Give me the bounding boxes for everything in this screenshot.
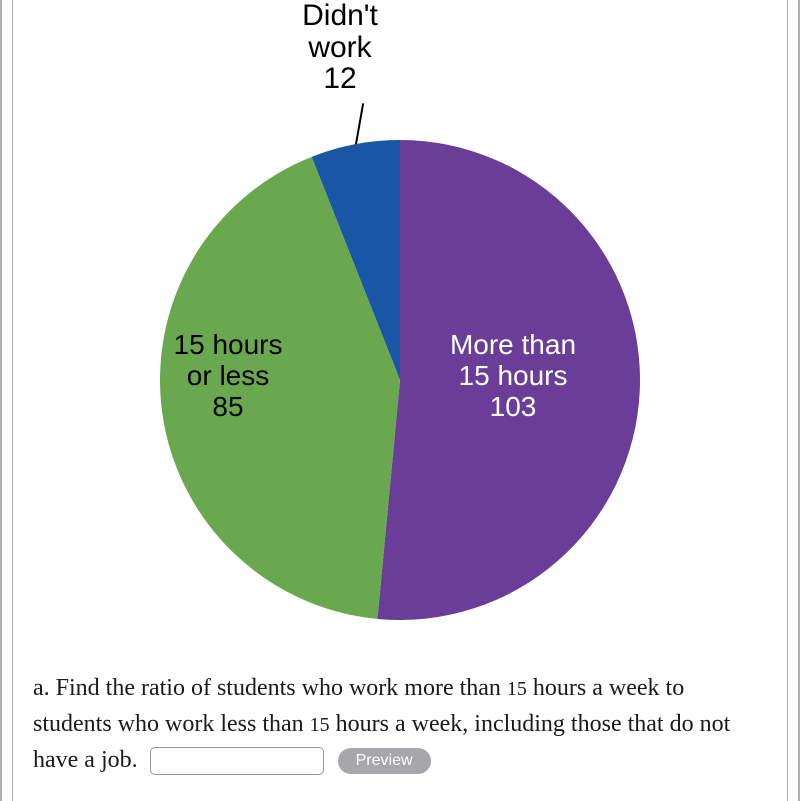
outer-frame: Didn't work 12 More than 15 hours 103 15…	[0, 0, 800, 801]
q-number: 15	[507, 678, 527, 700]
question-text: a. Find the ratio of students who work m…	[33, 670, 767, 778]
label-value: 103	[413, 392, 613, 423]
preview-button[interactable]: Preview	[338, 748, 431, 774]
q-number: 15	[310, 714, 330, 736]
answer-row: Preview	[144, 747, 431, 773]
inner-frame: Didn't work 12 More than 15 hours 103 15…	[12, 0, 788, 801]
answer-input[interactable]	[150, 747, 324, 775]
label-value: 12	[260, 63, 420, 95]
label-value: 85	[143, 392, 313, 423]
label-text: Didn't	[260, 0, 420, 32]
slice-label-15-or-less: 15 hours or less 85	[143, 330, 313, 422]
slice-label-didnt-work: Didn't work 12	[260, 0, 420, 95]
label-text: 15 hours	[413, 361, 613, 392]
q-text: a. Find the ratio of students who work m…	[33, 675, 507, 701]
label-text: or less	[143, 361, 313, 392]
label-text: work	[260, 32, 420, 64]
slice-label-more-than-15: More than 15 hours 103	[413, 330, 613, 422]
label-text: 15 hours	[143, 330, 313, 361]
pie-chart: Didn't work 12 More than 15 hours 103 15…	[13, 0, 787, 650]
label-text: More than	[413, 330, 613, 361]
